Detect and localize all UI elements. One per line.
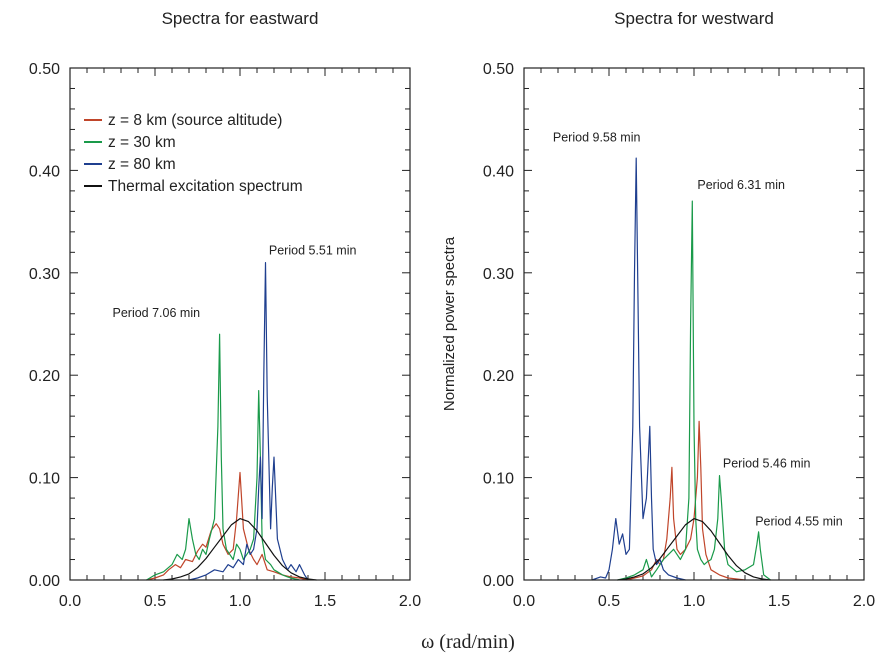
series-line-3 bbox=[163, 518, 317, 581]
annotation-label: Period 9.58 min bbox=[553, 131, 641, 145]
series-line-1 bbox=[146, 333, 300, 581]
y-tick-label: 0.10 bbox=[483, 471, 514, 488]
annotation-label: Period 5.46 min bbox=[723, 456, 811, 470]
panel-westward: Spectra for westward Normalized power spe… bbox=[441, 9, 875, 610]
annotation-label: Period 4.55 min bbox=[755, 515, 843, 529]
y-tick-label: 0.40 bbox=[29, 163, 60, 180]
legend: z = 8 km (source altitude) z = 30 km z = 8… bbox=[84, 112, 303, 195]
series-line-1 bbox=[617, 200, 771, 581]
x-tick-label: 0.0 bbox=[513, 593, 535, 610]
y-tick-label: 0.00 bbox=[29, 573, 60, 590]
y-tick-label: 0.10 bbox=[29, 471, 60, 488]
series-line-2 bbox=[188, 262, 309, 581]
legend-label: z = 8 km (source altitude) bbox=[108, 112, 282, 129]
x-tick-label: 1.0 bbox=[229, 593, 251, 610]
y-tick-label: 0.40 bbox=[483, 163, 514, 180]
annotation-label: Period 6.31 min bbox=[697, 178, 785, 192]
shared-xlabel: ω (rad/min) bbox=[421, 631, 515, 653]
annotation-label: Period 5.51 min bbox=[269, 243, 357, 257]
x-tick-label: 1.0 bbox=[683, 593, 705, 610]
x-tick-label: 0.0 bbox=[59, 593, 81, 610]
y-tick-label: 0.00 bbox=[483, 573, 514, 590]
x-tick-label: 0.5 bbox=[144, 593, 166, 610]
legend-label: z = 80 km bbox=[108, 156, 176, 173]
y-tick-label: 0.50 bbox=[29, 61, 60, 78]
x-tick-label: 2.0 bbox=[853, 593, 875, 610]
panel-eastward: Spectra for eastward 0.0 0.5 1.0 1.5 2.0 0.00 0… bbox=[29, 9, 421, 610]
y-axis-label: Normalized power spectra bbox=[441, 236, 458, 411]
plot-frame bbox=[523, 67, 865, 581]
y-tick-label: 0.50 bbox=[483, 61, 514, 78]
series-line-2 bbox=[591, 157, 686, 581]
y-tick-label: 0.20 bbox=[483, 368, 514, 385]
tick-marks bbox=[523, 67, 865, 581]
series-line-3 bbox=[617, 518, 771, 581]
legend-label: z = 30 km bbox=[108, 134, 176, 151]
x-tick-label: 0.5 bbox=[598, 593, 620, 610]
tick-marks bbox=[69, 67, 411, 581]
legend-label: Thermal excitation spectrum bbox=[108, 178, 303, 195]
annotation-label: Period 7.06 min bbox=[113, 306, 201, 320]
series-line-0 bbox=[625, 420, 746, 581]
x-tick-label: 2.0 bbox=[399, 593, 421, 610]
y-tick-label: 0.30 bbox=[29, 266, 60, 283]
x-tick-label: 1.5 bbox=[768, 593, 790, 610]
y-tick-label: 0.20 bbox=[29, 368, 60, 385]
y-tick-label: 0.30 bbox=[483, 266, 514, 283]
plot-frame bbox=[69, 67, 411, 581]
x-tick-label: 1.5 bbox=[314, 593, 336, 610]
series-line-0 bbox=[146, 471, 309, 581]
chart-title: Spectra for eastward bbox=[162, 9, 319, 28]
chart-title: Spectra for westward bbox=[614, 9, 774, 28]
